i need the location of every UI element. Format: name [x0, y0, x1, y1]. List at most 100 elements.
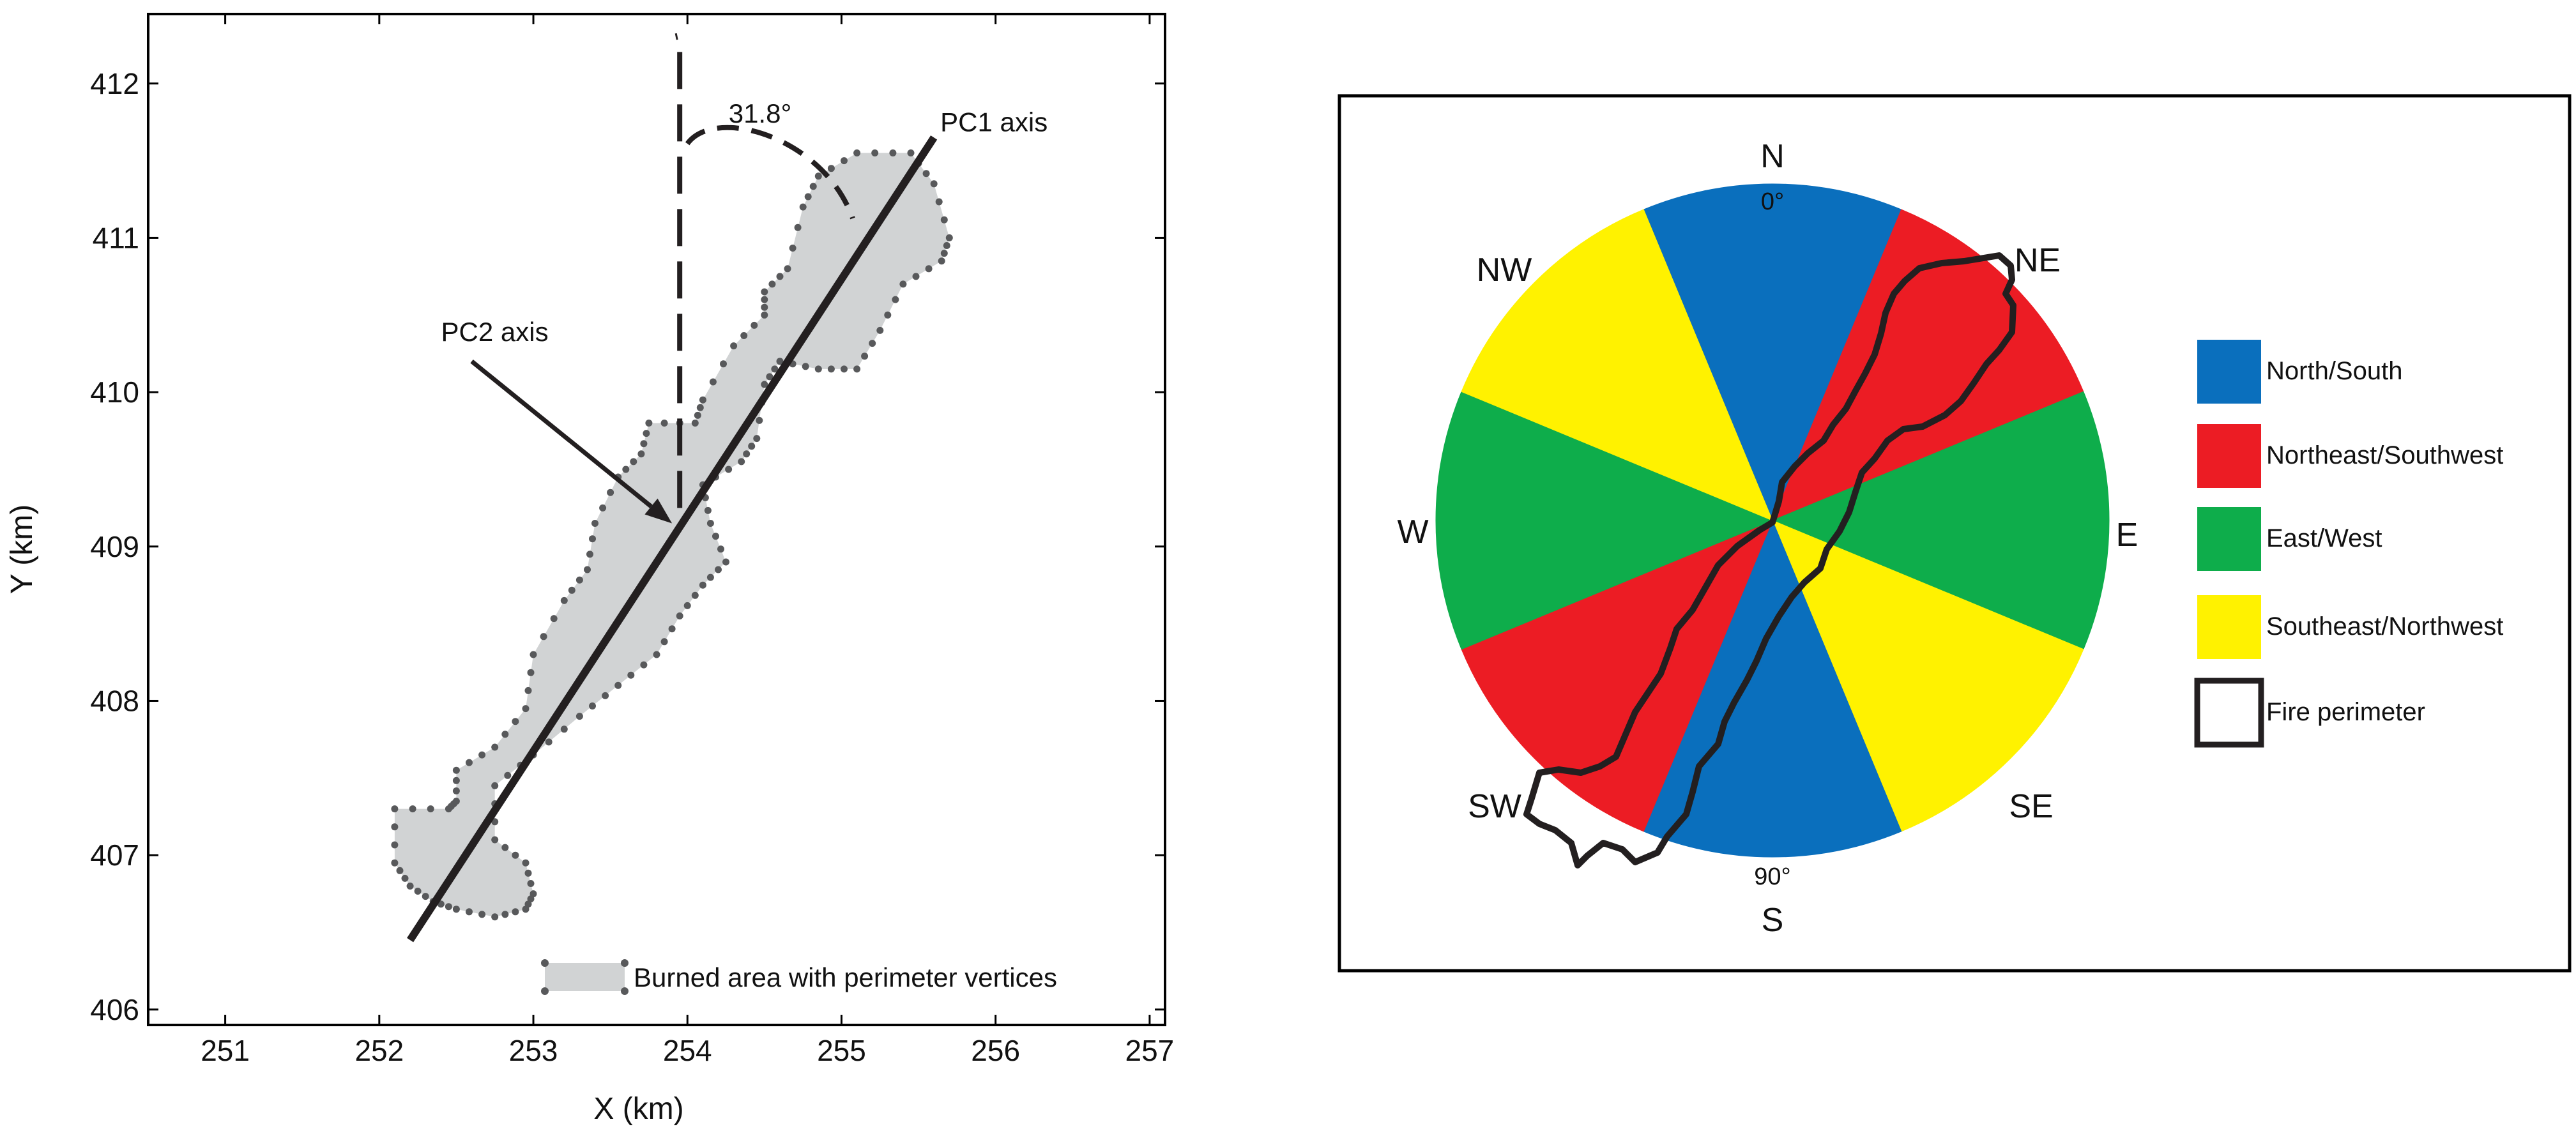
perimeter-vertex: [512, 851, 519, 859]
perimeter-vertex: [391, 841, 399, 849]
perimeter-vertex: [717, 545, 724, 553]
angle-label: 31.8°: [729, 98, 792, 128]
perimeter-vertex: [401, 874, 409, 882]
perimeter-vertex: [712, 533, 719, 540]
perimeter-vertex: [491, 836, 499, 844]
perimeter-vertex: [768, 280, 776, 288]
y-tick-label: 412: [90, 67, 139, 100]
perimeter-vertex: [478, 751, 486, 759]
perimeter-vertex: [720, 360, 727, 368]
perimeter-vertex: [802, 363, 809, 370]
burned-area-plot: 251 252 253 254 255 256 257 406 407 408 409 410 411 4…: [5, 13, 1175, 1126]
legend-label-3: Southeast/Northwest: [2266, 612, 2503, 641]
perimeter-vertex: [568, 586, 575, 594]
perimeter-vertex: [599, 504, 607, 512]
perimeter-vertex: [589, 535, 596, 543]
perimeter-vertex: [945, 234, 953, 241]
pc2-arrow-shaft: [470, 360, 653, 508]
perimeter-vertex: [560, 725, 568, 733]
sector-north-south: [1643, 183, 1902, 522]
legend-swatch: [545, 963, 625, 991]
x-axis-title: X (km): [593, 1092, 683, 1126]
sector-southeast-northwest: [1772, 520, 2084, 832]
perimeter-vertex: [814, 172, 822, 180]
sector-northeast-southwest: [1461, 520, 1773, 832]
pc1-axis-line: [407, 135, 938, 943]
perimeter-vertex: [715, 566, 722, 573]
x-tick-label: 256: [971, 1034, 1020, 1067]
direction-label-se: SE: [2009, 788, 2053, 825]
perimeter-vertex: [722, 558, 729, 566]
legend-swatch-2: [2197, 507, 2261, 571]
perimeter-vertex: [683, 602, 691, 609]
perimeter-vertex: [892, 296, 899, 303]
perimeter-vertex: [422, 893, 429, 900]
legend-vertex-marker: [541, 987, 549, 995]
sector-north-south: [1643, 519, 1902, 858]
perimeter-vertex: [637, 450, 645, 458]
perimeter-vertex: [748, 443, 756, 450]
y-tick-label: 410: [90, 376, 139, 409]
perimeter-vertex: [589, 702, 596, 709]
perimeter-vertex: [653, 651, 660, 658]
perimeter-vertex: [591, 520, 598, 527]
perimeter-vertex: [738, 458, 745, 466]
perimeter-vertex: [501, 911, 509, 918]
perimeter-vertex: [645, 420, 653, 427]
direction-labels: N NE E SE S SW W NW 0° 90°: [1397, 138, 2138, 939]
perimeter-vertex: [409, 805, 416, 813]
perimeter-vertex: [776, 358, 784, 365]
perimeter-vertex: [940, 216, 948, 224]
perimeter-vertex: [406, 883, 414, 890]
direction-label-ne: NE: [2015, 242, 2061, 279]
perimeter-vertex: [640, 661, 648, 669]
perimeter-vertex: [391, 805, 399, 813]
perimeter-vertex: [740, 332, 748, 339]
perimeter-vertex: [706, 520, 714, 527]
degree-label-top: 0°: [1761, 188, 1784, 215]
perimeter-vertex: [575, 713, 583, 720]
perimeter-vertex: [660, 420, 668, 427]
legend-label-0: North/South: [2266, 357, 2402, 385]
angle-arc: [685, 125, 855, 220]
perimeter-vertex: [478, 911, 486, 918]
x-tick-label: 255: [817, 1034, 866, 1067]
perimeter-vertex: [545, 738, 553, 746]
perimeter-vertex: [789, 245, 796, 252]
perimeter-vertex: [930, 180, 938, 188]
perimeter-vertex: [922, 170, 930, 178]
perimeter-vertex: [743, 450, 751, 458]
pc2-axis-label: PC2 axis: [441, 317, 549, 347]
reference-tick: [674, 33, 678, 40]
perimeter-vertex: [522, 705, 530, 713]
pc1-axis-label: PC1 axis: [940, 107, 1048, 137]
legend-swatch-0: [2197, 340, 2261, 404]
fire-perimeter-outline: [1523, 252, 2016, 869]
perimeter-vertex: [491, 818, 499, 826]
perimeter-vertex: [602, 692, 609, 699]
perimeter-vertex: [841, 157, 848, 165]
perimeter-vertex: [730, 342, 738, 350]
perimeter-vertex: [776, 273, 784, 280]
perimeter-vertex: [427, 805, 434, 813]
x-tick-label: 254: [663, 1034, 712, 1067]
perimeter-vertex: [524, 869, 532, 877]
perimeter-vertex: [935, 198, 943, 206]
x-tick-label: 253: [509, 1034, 558, 1067]
perimeter-vertex: [445, 903, 452, 911]
perimeter-vertex: [827, 365, 835, 373]
perimeter-vertex: [522, 859, 530, 867]
perimeter-vertex: [630, 458, 637, 466]
perimeter-vertex: [586, 550, 593, 558]
degree-label-bottom: 90°: [1754, 863, 1790, 890]
direction-label-w: W: [1397, 513, 1428, 550]
perimeter-vertex: [799, 203, 807, 211]
perimeter-vertex: [899, 280, 907, 288]
perimeter-vertex: [699, 396, 706, 404]
perimeter-vertex: [784, 265, 791, 273]
legend: Burned area with perimeter vertices: [541, 959, 1057, 995]
y-tick-label: 407: [90, 838, 139, 872]
y-tick-label: 411: [93, 221, 139, 254]
x-tick-label: 257: [1125, 1034, 1175, 1067]
